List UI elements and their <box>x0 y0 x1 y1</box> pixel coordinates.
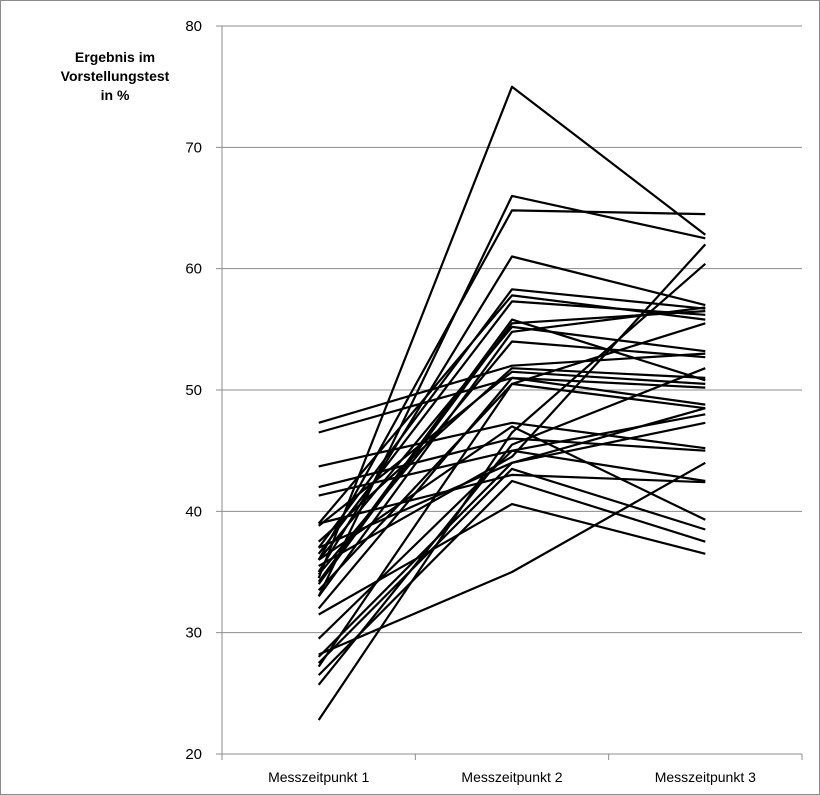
y-tick-label: 70 <box>185 139 202 156</box>
series-line <box>317 318 706 583</box>
series-line <box>318 473 706 525</box>
series-line <box>317 294 706 525</box>
series-line <box>317 376 706 610</box>
y-tick-label: 30 <box>185 625 202 642</box>
series-line <box>318 425 706 561</box>
y-axis-label-line: in % <box>100 87 130 103</box>
series-line <box>318 437 706 489</box>
series-line <box>318 243 707 567</box>
series-line <box>317 300 706 555</box>
series-line <box>317 413 706 640</box>
gridlines <box>222 25 802 634</box>
y-axis-label-line: Ergebnis im <box>74 49 156 65</box>
series-line <box>318 376 706 434</box>
x-category-label: Messzeitpunkt 2 <box>461 769 562 785</box>
series-line <box>317 367 706 543</box>
series-lines <box>317 85 707 721</box>
y-tick-label: 60 <box>185 261 202 278</box>
axes <box>216 25 803 760</box>
y-axis-label: Ergebnis im Vorstellungstest in % <box>30 48 200 105</box>
y-tick-label: 50 <box>185 382 202 399</box>
x-category-label: Messzeitpunkt 3 <box>655 769 756 785</box>
y-tick-label: 20 <box>185 746 202 763</box>
x-category-labels: Messzeitpunkt 1 Messzeitpunkt 2 Messzeitpu… <box>268 769 756 785</box>
x-category-label: Messzeitpunkt 1 <box>268 769 369 785</box>
series-line <box>317 340 706 576</box>
series-line <box>318 421 706 468</box>
series-line <box>317 479 706 676</box>
series-line <box>318 461 706 656</box>
series-line <box>318 370 706 527</box>
series-line <box>318 352 706 424</box>
series-line <box>317 467 706 664</box>
series-line <box>317 262 707 721</box>
series-line <box>317 209 706 561</box>
y-tick-label: 40 <box>185 503 202 520</box>
series-line <box>317 322 706 668</box>
y-tick-labels: 20 30 40 50 60 70 80 <box>185 18 202 763</box>
series-line <box>317 288 706 549</box>
y-tick-label: 80 <box>185 18 202 35</box>
series-line <box>318 503 706 616</box>
y-axis-label-line: Vorstellungstest <box>60 68 170 84</box>
series-line <box>317 382 706 591</box>
series-line <box>317 367 706 686</box>
series-line <box>317 421 706 658</box>
series-line <box>317 255 706 573</box>
